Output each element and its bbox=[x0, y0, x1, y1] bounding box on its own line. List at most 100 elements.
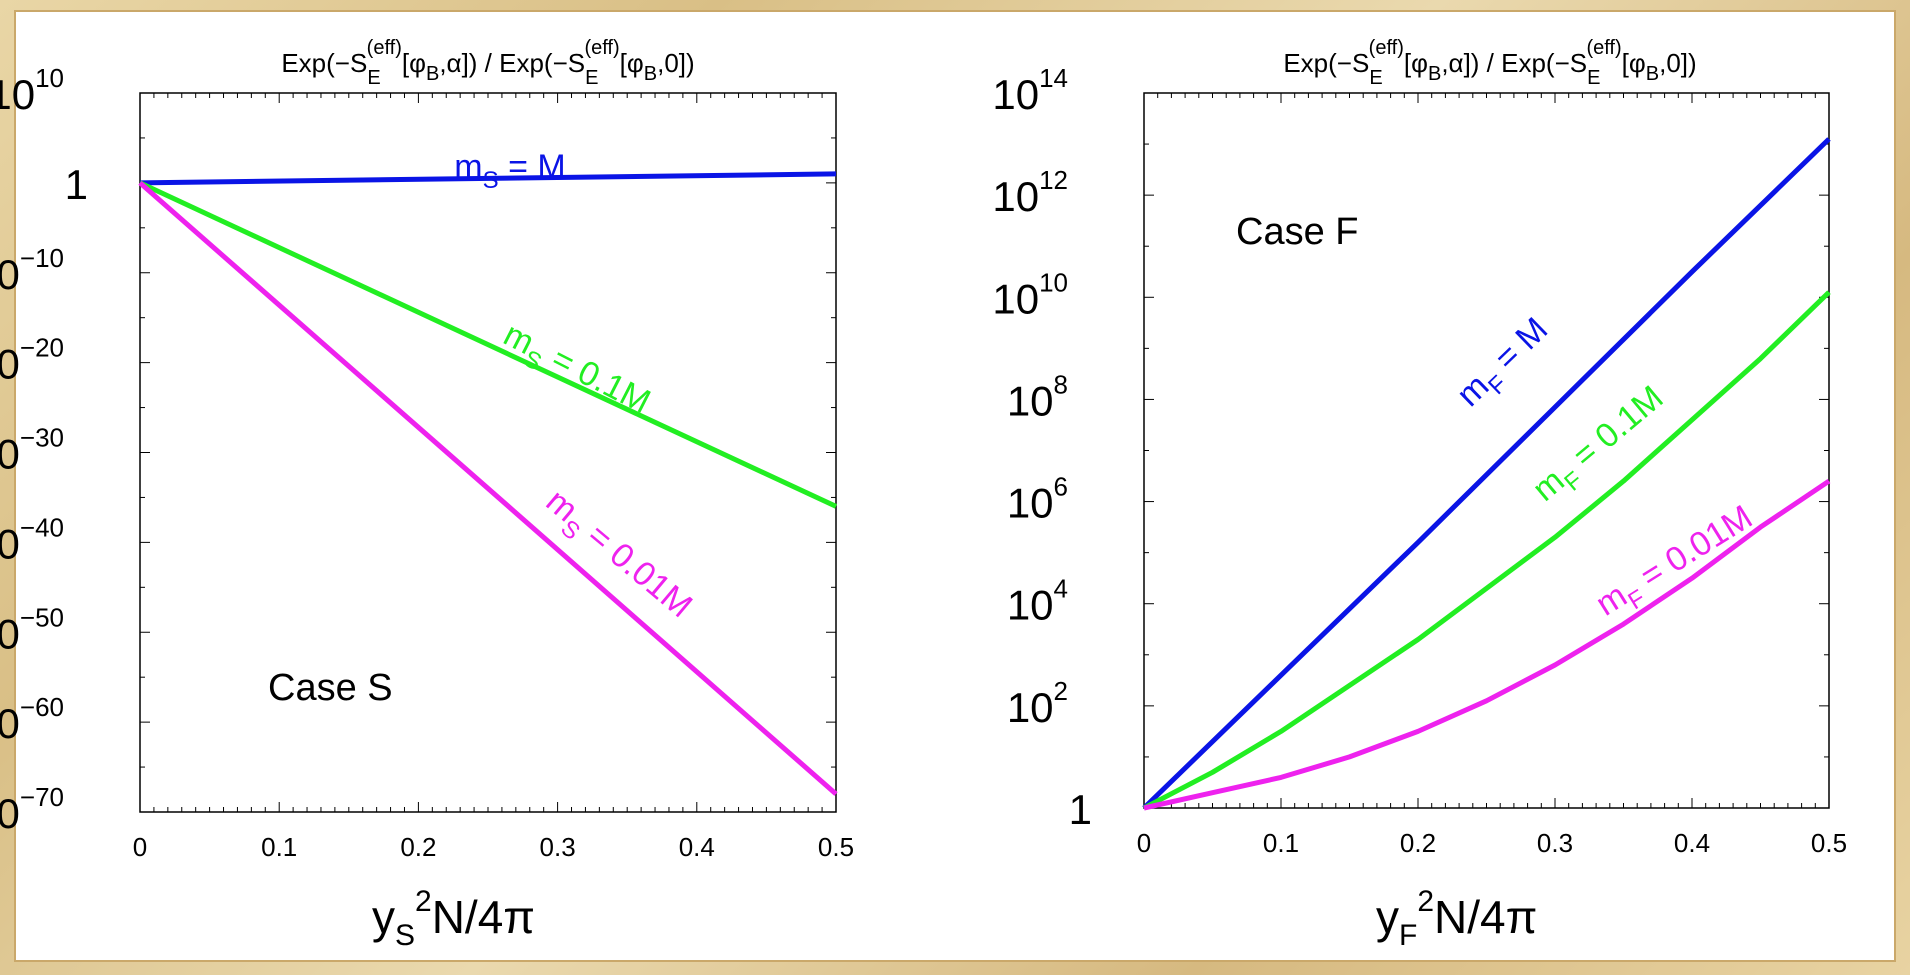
y-tick-base: 10 bbox=[992, 173, 1039, 220]
x-tick-label: 0.4 bbox=[679, 832, 715, 862]
x-axis-label-sub: F bbox=[1399, 919, 1417, 952]
title-sub: B bbox=[426, 63, 439, 85]
x-axis-label-sub: S bbox=[395, 919, 415, 952]
series-line-3 bbox=[138, 181, 838, 796]
x-axis-label-sup: 2 bbox=[1417, 885, 1434, 918]
x-axis-label-rest: N/4π bbox=[1434, 891, 1537, 943]
series-label-3: mF = 0.01M bbox=[1589, 498, 1763, 630]
y-tick-base: 10 bbox=[0, 790, 20, 837]
series-label-sub: S bbox=[483, 167, 499, 194]
y-tick-exponent: 12 bbox=[1039, 165, 1068, 195]
series-label-base: m bbox=[454, 148, 482, 186]
y-tick-label: 106 bbox=[1007, 472, 1068, 527]
chart-2: 0 0.1 0.2 0.3 0.4 0.5101410121010108106104102… bbox=[992, 37, 1847, 952]
series-label-base: m bbox=[1589, 576, 1633, 623]
case-annotation: Case S bbox=[268, 667, 393, 709]
series-label-rest: = 0.1M bbox=[1558, 378, 1670, 481]
y-tick-exponent: −50 bbox=[20, 602, 64, 632]
title-part: ,α]) / Exp(−S bbox=[439, 48, 585, 78]
y-tick-label: 10−40 bbox=[0, 512, 64, 567]
title-sup: (eff) bbox=[1586, 37, 1621, 59]
y-tick-exponent: 8 bbox=[1054, 369, 1068, 399]
series-label-3: mS = 0.01M bbox=[534, 482, 700, 631]
y-tick-exponent: 4 bbox=[1054, 574, 1068, 604]
x-axis-label: yF2N/4π bbox=[1376, 885, 1537, 952]
x-axis-label-base: y bbox=[372, 891, 395, 943]
series-line-3 bbox=[1143, 479, 1831, 811]
y-tick-label: 10−60 bbox=[0, 692, 64, 747]
x-axis-label-base: y bbox=[1376, 891, 1399, 943]
y-tick-base: 10 bbox=[0, 520, 20, 567]
y-tick-label: 10−70 bbox=[0, 782, 64, 837]
x-axis-label-rest: N/4π bbox=[432, 891, 535, 943]
y-tick-label: 10−10 bbox=[0, 243, 64, 298]
x-tick-label: 0.3 bbox=[540, 832, 576, 862]
title-part: [φ bbox=[1404, 48, 1428, 78]
y-tick-label: 1010 bbox=[992, 267, 1068, 322]
title-sup: (eff) bbox=[367, 37, 402, 59]
title-sub: E bbox=[1587, 67, 1600, 89]
y-tick-label: 10−30 bbox=[0, 423, 64, 478]
y-tick-base: 10 bbox=[0, 251, 20, 298]
y-tick-label: 102 bbox=[1007, 676, 1068, 731]
y-tick-exponent: −20 bbox=[20, 333, 64, 363]
y-tick-base: 10 bbox=[1007, 377, 1054, 424]
title-part: Exp(−S bbox=[1283, 48, 1369, 78]
y-tick-label: 1012 bbox=[992, 165, 1068, 220]
case-annotation: Case F bbox=[1236, 211, 1358, 253]
x-tick-label: 0.1 bbox=[261, 832, 297, 862]
title-sub: E bbox=[1369, 67, 1382, 89]
y-tick-base: 10 bbox=[992, 275, 1039, 322]
chart-title: Exp(−SE(eff)[φB,α]) / Exp(−SE(eff)[φB,0]… bbox=[1283, 37, 1696, 89]
series-label-2: mF = 0.1M bbox=[1525, 378, 1675, 514]
y-tick-base: 10 bbox=[0, 341, 20, 388]
title-sub: B bbox=[644, 63, 657, 85]
title-sup: (eff) bbox=[584, 37, 619, 59]
y-tick-label: 1 bbox=[1069, 786, 1092, 833]
chart-title: Exp(−SE(eff)[φB,α]) / Exp(−SE(eff)[φB,0]… bbox=[281, 37, 694, 89]
title-sub: B bbox=[1646, 63, 1659, 85]
series-label-rest: = M bbox=[499, 148, 566, 186]
x-tick-label: 0.2 bbox=[400, 832, 436, 862]
title-part: [φ bbox=[1622, 48, 1646, 78]
y-tick-base: 10 bbox=[0, 610, 20, 657]
x-tick-label: 0 bbox=[1137, 828, 1151, 858]
series-label-1: mF = M bbox=[1450, 310, 1561, 420]
title-part: [φ bbox=[620, 48, 644, 78]
title-sub: E bbox=[585, 67, 598, 89]
y-tick-exponent: −30 bbox=[20, 423, 64, 453]
y-tick-exponent: 6 bbox=[1054, 472, 1068, 502]
y-tick-base: 10 bbox=[1007, 480, 1054, 527]
y-tick-exponent: 10 bbox=[1039, 267, 1068, 297]
series-label-rest: = 0.01M bbox=[1626, 498, 1759, 601]
chart-1: 00.10.20.30.40.51010110−1010−2010−3010−4… bbox=[0, 37, 854, 952]
y-tick-label: 1014 bbox=[992, 63, 1068, 118]
y-tick-label: 10−20 bbox=[0, 333, 64, 388]
y-tick-base: 10 bbox=[0, 71, 35, 118]
series-line-2 bbox=[1142, 290, 1831, 811]
x-tick-label: 0.5 bbox=[818, 832, 854, 862]
title-sub: B bbox=[1428, 63, 1441, 85]
y-tick-exponent: 10 bbox=[35, 63, 64, 93]
x-tick-label: 0 bbox=[133, 832, 147, 862]
series-label-rest: = 0.01M bbox=[573, 510, 700, 625]
y-tick-label: 1 bbox=[65, 161, 88, 208]
series-label-rest: = 0.1M bbox=[537, 335, 656, 421]
y-tick-base: 10 bbox=[1007, 684, 1054, 731]
x-tick-label: 0.4 bbox=[1674, 828, 1710, 858]
y-tick-base: 10 bbox=[1007, 582, 1054, 629]
y-tick-label: 10−50 bbox=[0, 602, 64, 657]
y-tick-base: 10 bbox=[0, 431, 20, 478]
series-line-1 bbox=[1142, 137, 1831, 810]
y-tick-exponent: −60 bbox=[20, 692, 64, 722]
title-part: ,0]) bbox=[657, 48, 695, 78]
y-tick-exponent: 2 bbox=[1054, 676, 1068, 706]
x-tick-label: 0.3 bbox=[1537, 828, 1573, 858]
series-label-1: mS = M bbox=[454, 148, 565, 194]
x-tick-label: 0.5 bbox=[1811, 828, 1847, 858]
title-part: [φ bbox=[402, 48, 426, 78]
y-tick-label: 104 bbox=[1007, 574, 1068, 629]
y-tick-exponent: 14 bbox=[1039, 63, 1068, 93]
y-tick-base: 10 bbox=[992, 71, 1039, 118]
